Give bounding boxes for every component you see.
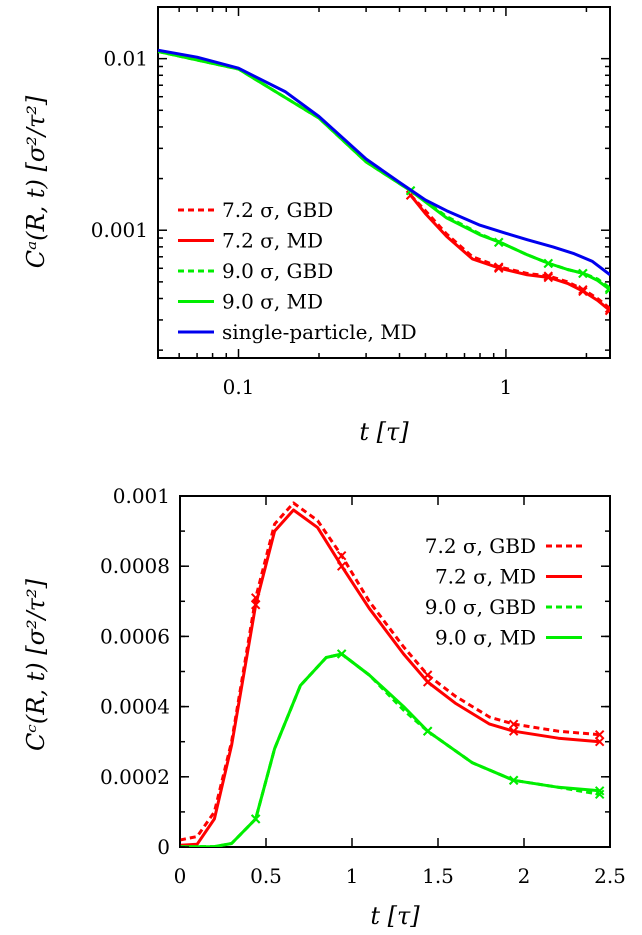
bottom-y-tick-label: 0.0002 — [100, 765, 170, 789]
bottom-x-tick-label: 0 — [174, 864, 187, 888]
top-x-tick-label: 0.1 — [223, 375, 255, 399]
bottom-legend-label-1: 7.2 σ, MD — [435, 565, 536, 589]
bottom-y-tick-label: 0 — [157, 835, 170, 859]
top-legend-label-1: 7.2 σ, MD — [222, 229, 323, 253]
bottom-y-tick-label: 0.001 — [113, 484, 170, 508]
top-series-marker — [578, 268, 588, 279]
top-x-axis-label: t [τ] — [359, 418, 409, 446]
bottom-series-marker — [594, 786, 605, 796]
top-series-marker — [578, 286, 588, 297]
top-legend: 7.2 σ, GBD 7.2 σ, MD 9.0 σ, GBD 9.0 σ, MD si… — [178, 198, 417, 344]
bottom-series-marker — [508, 719, 519, 729]
top-series-marker — [494, 237, 504, 248]
top-legend-label-0: 7.2 σ, GBD — [222, 198, 333, 222]
bottom-chart: 0 0.5 1 1.5 2 2.5 0 0.0002 0.0004 0.0006 0.0008 0.… — [22, 484, 626, 930]
top-y-axis-label: Cᵃ(R, t) [σ²/τ²] — [22, 95, 50, 268]
bottom-y-tick-label: 0.0004 — [100, 695, 170, 719]
bottom-legend-label-2: 9.0 σ, GBD — [425, 595, 536, 619]
bottom-series-marker — [508, 726, 519, 736]
bottom-x-tick-label: 2.5 — [594, 864, 626, 888]
top-series-marker — [604, 305, 610, 316]
bottom-series-marker — [336, 561, 347, 571]
bottom-y-tick-label: 0.0008 — [100, 554, 170, 578]
bottom-legend-label-3: 9.0 σ, MD — [435, 626, 536, 650]
top-y-tick-label: 0.001 — [91, 218, 148, 242]
top-series-marker — [494, 263, 504, 273]
top-plot-frame — [157, 6, 611, 359]
bottom-y-axis-label: Cᶜ(R, t) [σ²/τ²] — [22, 578, 50, 751]
bottom-series-marker — [508, 775, 519, 786]
top-series-marker — [604, 285, 610, 295]
top-series-line-4 — [158, 48, 610, 276]
top-series-line-1 — [409, 194, 610, 312]
bottom-series-marker — [250, 600, 261, 610]
bottom-legend: 7.2 σ, GBD 7.2 σ, MD 9.0 σ, GBD 9.0 σ, MD — [425, 534, 582, 650]
bottom-x-tick-label: 2 — [518, 864, 531, 888]
top-chart: 0.1 1 0.001 0.01 t [τ] Cᵃ(R, t) [σ²/τ²] 7.… — [22, 6, 611, 446]
bottom-legend-label-0: 7.2 σ, GBD — [425, 534, 536, 558]
bottom-series-marker — [336, 550, 347, 561]
top-series-marker — [543, 272, 553, 283]
bottom-series-marker — [594, 729, 605, 740]
bottom-x-tick-label: 1.5 — [422, 864, 454, 888]
bottom-x-axis-label: t [τ] — [370, 902, 420, 930]
bottom-x-tick-label: 1 — [346, 864, 359, 888]
top-legend-label-2: 9.0 σ, GBD — [222, 259, 333, 283]
top-y-tick-label: 0.01 — [103, 47, 148, 71]
bottom-series-marker — [594, 736, 605, 747]
top-series-marker — [543, 258, 553, 269]
bottom-y-tick-label: 0.0006 — [100, 624, 170, 648]
top-legend-label-3: 9.0 σ, MD — [222, 290, 323, 314]
bottom-series-line-1 — [180, 508, 600, 847]
top-legend-label-4: single-particle, MD — [222, 320, 417, 344]
bottom-x-tick-label: 0.5 — [250, 864, 282, 888]
bottom-series-marker — [250, 814, 261, 824]
bottom-series-marker — [336, 649, 347, 659]
bottom-series-marker — [422, 726, 433, 736]
bottom-series-marker — [422, 677, 433, 687]
top-x-tick-label: 1 — [500, 375, 513, 399]
